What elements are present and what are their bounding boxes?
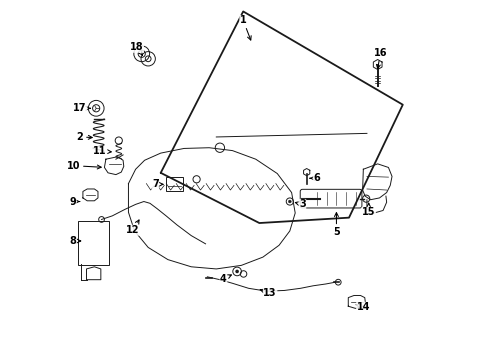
- Text: 9: 9: [70, 197, 79, 207]
- Text: 8: 8: [70, 236, 81, 246]
- Text: 15: 15: [362, 203, 375, 217]
- Text: 10: 10: [67, 161, 101, 171]
- Text: 3: 3: [295, 199, 306, 210]
- Text: 6: 6: [310, 173, 320, 183]
- Text: 17: 17: [74, 103, 90, 113]
- Text: 16: 16: [374, 48, 387, 68]
- Text: 1: 1: [240, 15, 251, 40]
- Circle shape: [235, 270, 239, 273]
- Text: 14: 14: [356, 302, 370, 312]
- Text: 4: 4: [220, 274, 231, 284]
- Text: 5: 5: [333, 213, 340, 237]
- Circle shape: [289, 200, 291, 203]
- Text: 13: 13: [260, 288, 277, 298]
- Text: 7: 7: [152, 179, 163, 189]
- Text: 12: 12: [126, 220, 140, 235]
- Text: 18: 18: [130, 42, 144, 55]
- Text: 11: 11: [94, 146, 111, 156]
- Text: 2: 2: [76, 132, 92, 142]
